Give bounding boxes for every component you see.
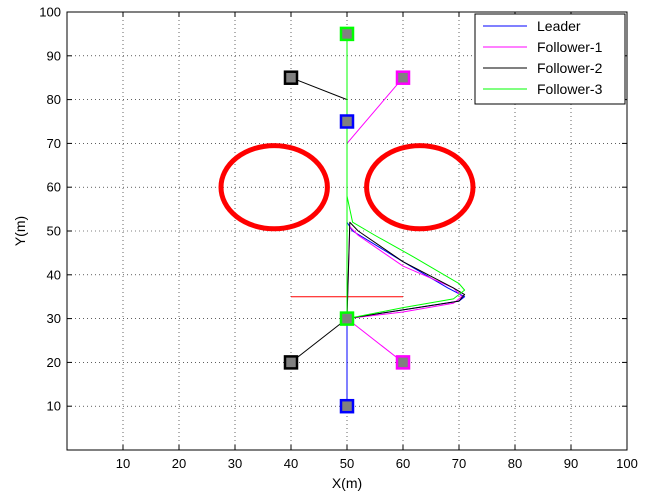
position-marker	[339, 398, 355, 414]
y-axis-label: Y(m)	[12, 216, 28, 246]
y-tick-label: 10	[47, 399, 61, 414]
y-tick-label: 60	[47, 180, 61, 195]
x-tick-label: 80	[508, 456, 522, 471]
series-line-4	[346, 33, 466, 320]
y-tick-label: 70	[47, 136, 61, 151]
x-tick-label: 90	[564, 456, 578, 471]
x-tick-label: 60	[396, 456, 410, 471]
obstacle-circle	[218, 143, 330, 232]
obstacles	[218, 143, 476, 232]
x-axis-label: X(m)	[332, 475, 362, 491]
x-tick-label: 30	[228, 456, 242, 471]
y-tick-label: 30	[47, 311, 61, 326]
y-tick-label: 50	[47, 224, 61, 239]
x-tick-label: 40	[284, 456, 298, 471]
legend-label: Leader	[537, 18, 581, 34]
legend-label: Follower-3	[537, 81, 603, 97]
position-marker	[283, 355, 299, 370]
legend: Leader Follower-1 Follower-2 Follower-3	[474, 13, 626, 105]
series-lines	[290, 33, 466, 407]
x-tick-label: 20	[172, 456, 186, 471]
position-marker	[339, 26, 355, 42]
position-marker	[339, 114, 355, 129]
legend-label: Follower-2	[537, 60, 603, 76]
legend-label: Follower-1	[537, 39, 603, 55]
x-tick-label: 10	[116, 456, 130, 471]
x-tick-label: 70	[452, 456, 466, 471]
obstacle-circle	[364, 143, 476, 232]
y-tick-label: 90	[47, 48, 61, 63]
position-marker	[395, 70, 411, 85]
y-tick-label: 80	[47, 92, 61, 107]
position-marker	[339, 311, 355, 326]
y-tick-label: 20	[47, 355, 61, 370]
y-tick-label: 100	[39, 5, 61, 20]
axis-ticks: 10 20 30 40 50 60 70 80 90 100 10 20 30 40 50 60 70 80 90 1…	[39, 5, 638, 472]
position-markers	[283, 26, 411, 414]
y-tick-label: 40	[47, 267, 61, 282]
position-marker	[395, 355, 411, 370]
x-tick-label: 50	[340, 456, 354, 471]
x-tick-label: 100	[616, 456, 638, 471]
position-marker	[283, 70, 299, 85]
